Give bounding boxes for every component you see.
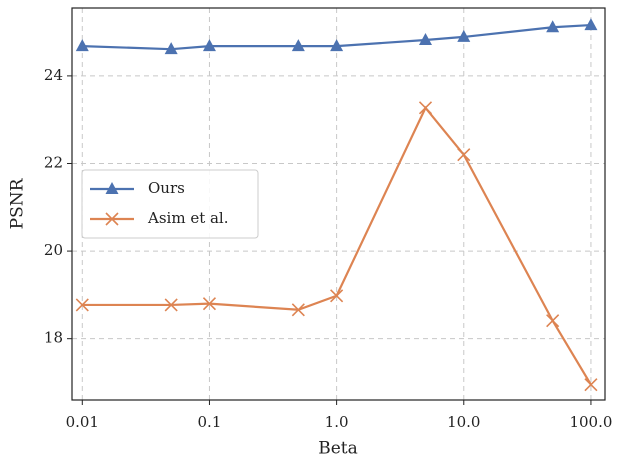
y-axis-label: PSNR xyxy=(8,177,28,229)
x-tick-label: 100.0 xyxy=(569,413,612,431)
marker xyxy=(105,182,119,194)
marker xyxy=(457,148,471,162)
marker xyxy=(75,298,89,312)
marker xyxy=(202,39,216,52)
marker xyxy=(584,378,598,392)
x-axis-label: Beta xyxy=(318,439,358,458)
x-tick-label: 0.01 xyxy=(66,413,99,431)
y-tick-label: 20 xyxy=(44,241,63,259)
marker xyxy=(164,298,178,312)
marker xyxy=(584,18,598,31)
marker xyxy=(418,101,433,115)
marker xyxy=(291,303,305,317)
y-tick-label: 22 xyxy=(44,153,63,171)
x-tick-label: 0.1 xyxy=(198,413,222,431)
marker xyxy=(418,32,432,45)
marker xyxy=(457,29,471,42)
plot-frame xyxy=(71,7,606,401)
marker xyxy=(546,20,560,33)
x-tick-label: 1.0 xyxy=(325,413,349,431)
x-tick-label: 10.0 xyxy=(447,413,480,431)
marker xyxy=(330,39,344,52)
legend-label: Ours xyxy=(148,179,185,197)
legend-box xyxy=(81,169,259,239)
marker xyxy=(164,42,178,55)
marker xyxy=(105,212,119,226)
marker xyxy=(75,39,89,52)
marker xyxy=(330,289,344,303)
y-tick-label: 18 xyxy=(44,329,63,347)
marker xyxy=(202,297,217,311)
y-tick-label: 24 xyxy=(44,66,63,84)
marker xyxy=(546,314,560,328)
marker xyxy=(291,39,305,52)
legend-label: Asim et al. xyxy=(147,209,229,227)
